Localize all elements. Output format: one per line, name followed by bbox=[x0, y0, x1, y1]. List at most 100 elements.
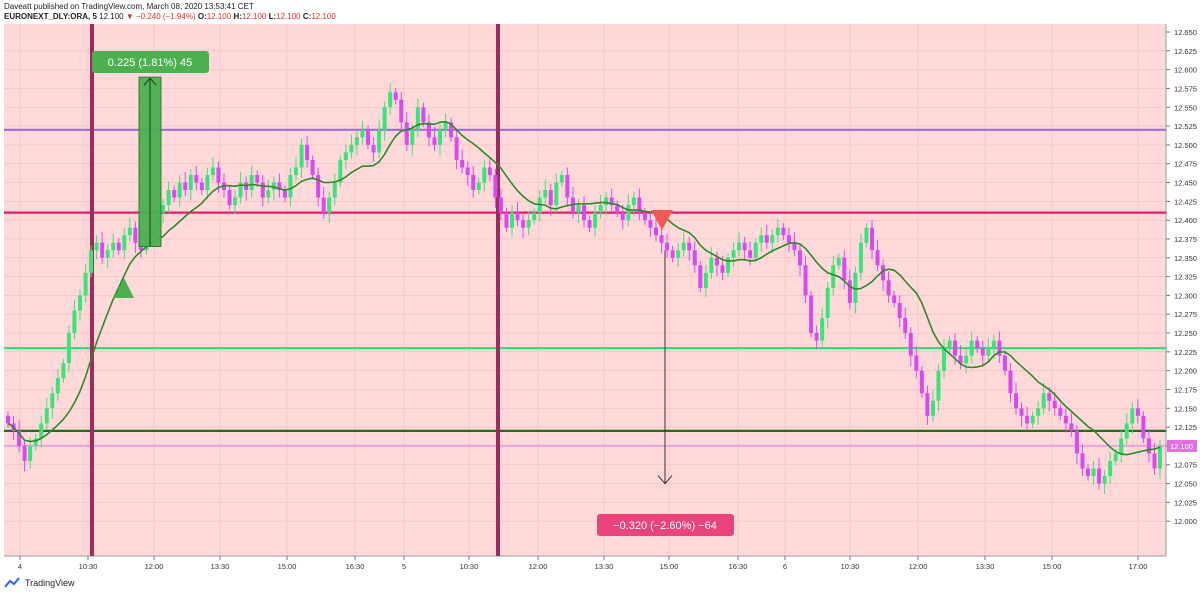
candle-bear bbox=[1069, 423, 1074, 431]
y-tick-label: 12.150 bbox=[1174, 404, 1197, 413]
candle-bear bbox=[371, 144, 376, 153]
y-tick-label: 12.400 bbox=[1174, 216, 1197, 225]
candle-bull bbox=[759, 235, 764, 243]
candle-bear bbox=[1008, 370, 1013, 394]
candle-bull bbox=[676, 250, 681, 258]
candle-bear bbox=[615, 205, 620, 213]
y-tick-label: 12.600 bbox=[1174, 66, 1197, 75]
candle-bull bbox=[820, 317, 825, 341]
x-tick-label: 12:00 bbox=[909, 562, 928, 571]
tradingview-logo-icon bbox=[4, 577, 20, 588]
candle-bear bbox=[847, 280, 852, 303]
candle-bear bbox=[609, 197, 614, 206]
x-tick-label: 10:30 bbox=[79, 562, 98, 571]
y-tick-label: 12.450 bbox=[1174, 179, 1197, 188]
candle-bear bbox=[6, 415, 10, 424]
y-tick-label: 12.350 bbox=[1174, 254, 1197, 263]
candle-bear bbox=[393, 92, 398, 100]
candle-bear bbox=[953, 340, 958, 356]
candle-bear bbox=[1014, 393, 1018, 409]
candle-bear bbox=[183, 182, 188, 191]
open-label: O: bbox=[197, 12, 207, 21]
candle-bull bbox=[942, 348, 946, 371]
candle-bear bbox=[798, 250, 802, 266]
candle-bull bbox=[598, 205, 603, 213]
y-tick-label: 12.275 bbox=[1174, 310, 1197, 319]
candle-bull bbox=[964, 355, 969, 364]
candle-bull bbox=[288, 174, 293, 198]
candle-bear bbox=[748, 250, 753, 258]
candle-bear bbox=[997, 340, 1002, 356]
candle-bear bbox=[565, 174, 570, 198]
candle-bull bbox=[377, 129, 382, 153]
candle-bull bbox=[1041, 393, 1046, 409]
candle-bull bbox=[936, 370, 941, 401]
candle-bull bbox=[39, 423, 44, 439]
candle-bull bbox=[44, 408, 49, 424]
candle-bear bbox=[792, 242, 797, 251]
candle-bear bbox=[1152, 453, 1157, 469]
candle-bear bbox=[925, 393, 930, 416]
candle-bull bbox=[188, 174, 193, 191]
candle-bull bbox=[332, 182, 337, 198]
candle-bear bbox=[454, 137, 459, 160]
candle-bull bbox=[726, 257, 730, 273]
candle-bull bbox=[593, 212, 598, 228]
plot-background bbox=[4, 24, 1166, 556]
candle-bear bbox=[1097, 468, 1102, 484]
candle-bear bbox=[426, 122, 431, 138]
candle-bull bbox=[410, 129, 415, 145]
candle-bear bbox=[903, 317, 908, 334]
candle-bear bbox=[809, 295, 814, 334]
candle-bear bbox=[687, 242, 692, 251]
candle-bull bbox=[831, 265, 836, 288]
candle-bull bbox=[105, 250, 110, 258]
candle-bear bbox=[648, 220, 653, 228]
candle-bear bbox=[870, 227, 874, 251]
candle-bear bbox=[720, 265, 725, 273]
down-arrow-icon: ▼ bbox=[125, 12, 134, 21]
tradingview-logo[interactable]: TradingView bbox=[4, 577, 75, 589]
candle-bear bbox=[366, 129, 370, 145]
candle-bull bbox=[1124, 423, 1129, 439]
candle-bear bbox=[305, 144, 310, 160]
y-tick-label: 12.425 bbox=[1174, 197, 1197, 206]
candle-bull bbox=[360, 129, 365, 138]
candle-bear bbox=[1052, 400, 1057, 409]
candle-bear bbox=[498, 197, 503, 213]
y-tick-label: 12.075 bbox=[1174, 461, 1197, 470]
candle-bear bbox=[1002, 355, 1007, 371]
candle-bear bbox=[465, 167, 470, 175]
x-tick-label: 13:30 bbox=[211, 562, 230, 571]
candle-bear bbox=[199, 182, 204, 191]
candle-bear bbox=[421, 107, 426, 123]
candle-bull bbox=[388, 92, 393, 108]
candle-bear bbox=[1135, 408, 1140, 416]
candle-bull bbox=[775, 227, 780, 236]
candle-bull bbox=[33, 438, 38, 446]
candle-bull bbox=[1108, 460, 1113, 477]
buy-signal-triangle-icon[interactable] bbox=[114, 278, 134, 298]
symbol-name[interactable]: EURONEXT_DLY:ORA, 5 bbox=[4, 12, 97, 21]
candle-bull bbox=[986, 348, 991, 356]
candle-bull bbox=[349, 144, 354, 153]
price-axis-background bbox=[1166, 24, 1200, 556]
long-measure-label: 0.225 (1.81%) 45 bbox=[108, 57, 192, 69]
candle-bull bbox=[415, 107, 420, 130]
y-tick-label: 12.500 bbox=[1174, 141, 1197, 150]
candle-bull bbox=[299, 144, 304, 168]
sell-signal-triangle-icon[interactable] bbox=[651, 210, 673, 230]
x-tick-label: 5 bbox=[402, 562, 406, 571]
candle-bear bbox=[460, 159, 465, 168]
candle-bear bbox=[260, 182, 265, 198]
candle-bull bbox=[853, 272, 858, 303]
x-tick-label: 10:30 bbox=[460, 562, 479, 571]
x-tick-label: 17:00 bbox=[1129, 562, 1148, 571]
last-price: 12.100 bbox=[99, 12, 124, 21]
candle-bear bbox=[670, 250, 675, 258]
candle-bull bbox=[825, 287, 830, 318]
candle-bull bbox=[709, 257, 714, 273]
candle-bear bbox=[321, 197, 326, 213]
x-tick-label: 12:00 bbox=[145, 562, 164, 571]
